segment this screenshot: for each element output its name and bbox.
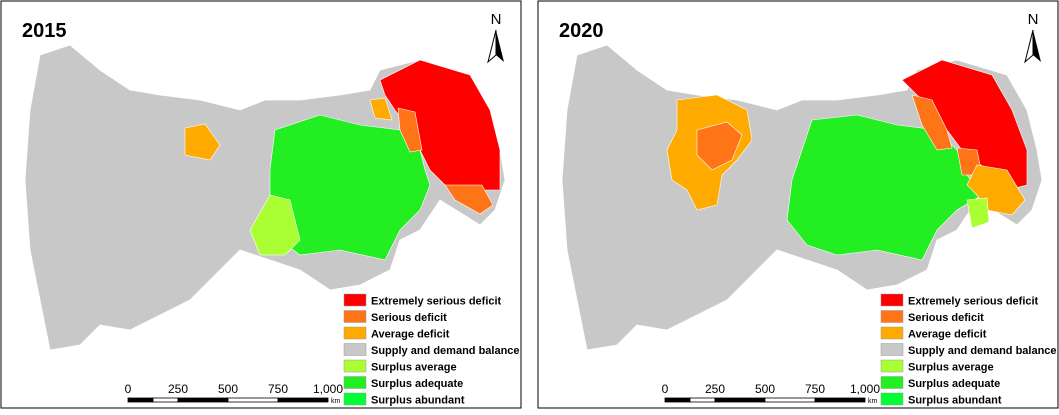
scale-segment xyxy=(764,397,816,403)
scale-segment xyxy=(177,397,229,403)
map-panel: 2020 N Extremely serious deficit Serious de… xyxy=(537,0,1059,409)
scale-label: 500 xyxy=(755,382,775,396)
region xyxy=(249,194,301,256)
legend-label: Surplus abundant xyxy=(371,395,465,407)
legend-label: Serious deficit xyxy=(371,312,447,324)
region xyxy=(966,164,1026,216)
scale-segment xyxy=(714,397,766,403)
scale-segment xyxy=(814,397,866,403)
scale-label: 250 xyxy=(705,382,725,396)
legend-label: Supply and demand balance xyxy=(371,345,520,357)
scale-label: 0 xyxy=(125,382,132,396)
legend-swatch xyxy=(343,376,367,389)
legend-swatch xyxy=(880,359,904,373)
map-panel: 2015 N Extremely serious deficit Serious de… xyxy=(0,0,522,409)
scale-segment xyxy=(689,397,716,403)
scale-label: 250 xyxy=(168,382,188,396)
scale-label: 1,000 xyxy=(313,382,343,396)
region xyxy=(966,197,990,229)
scale-segment xyxy=(227,397,279,403)
legend-swatch xyxy=(880,326,904,340)
scale-label: 1,000 xyxy=(850,382,880,396)
legend-swatch xyxy=(343,392,367,406)
legend-label: Surplus average xyxy=(371,362,457,374)
scale-segment xyxy=(152,397,179,403)
legend-label: Extremely serious deficit xyxy=(371,296,502,308)
scale-segment xyxy=(277,397,329,403)
legend-swatch xyxy=(343,293,367,307)
panel-title: 2020 xyxy=(559,20,604,42)
region xyxy=(911,94,953,151)
legend-swatch xyxy=(343,343,367,356)
region xyxy=(786,114,983,261)
scale-segment xyxy=(664,397,691,403)
legend-swatch xyxy=(880,343,904,356)
legend-label: Supply and demand balance xyxy=(908,345,1057,357)
region xyxy=(184,123,221,161)
scale-label: 500 xyxy=(218,382,238,396)
legend-label: Extremely serious deficit xyxy=(908,296,1039,308)
scale-label: 0 xyxy=(662,382,669,396)
legend-label: Surplus average xyxy=(908,362,994,374)
region xyxy=(397,107,423,153)
region xyxy=(696,121,743,171)
legend-label: Average deficit xyxy=(908,329,987,341)
panel-title: 2015 xyxy=(22,20,67,42)
legend-label: Surplus adequate xyxy=(371,378,463,390)
legend-swatch xyxy=(880,293,904,307)
legend-swatch xyxy=(343,326,367,340)
north-label: N xyxy=(491,11,502,28)
legend-swatch xyxy=(880,310,904,323)
legend-swatch xyxy=(343,359,367,373)
legend-swatch xyxy=(880,392,904,406)
north-label: N xyxy=(1028,11,1039,28)
legend-label: Average deficit xyxy=(371,329,450,341)
north-arrow-right xyxy=(1033,30,1041,62)
north-arrow-right xyxy=(496,30,504,62)
legend-label: Serious deficit xyxy=(908,312,984,324)
scale-label: 750 xyxy=(805,382,825,396)
scale-unit: km xyxy=(331,398,341,405)
scale-segment xyxy=(127,397,154,403)
legend-swatch xyxy=(343,310,367,323)
region xyxy=(444,184,494,215)
legend-swatch xyxy=(880,376,904,389)
legend-label: Surplus abundant xyxy=(908,395,1002,407)
legend-label: Surplus adequate xyxy=(908,378,1000,390)
scale-unit: km xyxy=(868,398,878,405)
scale-label: 750 xyxy=(268,382,288,396)
region xyxy=(369,97,393,121)
